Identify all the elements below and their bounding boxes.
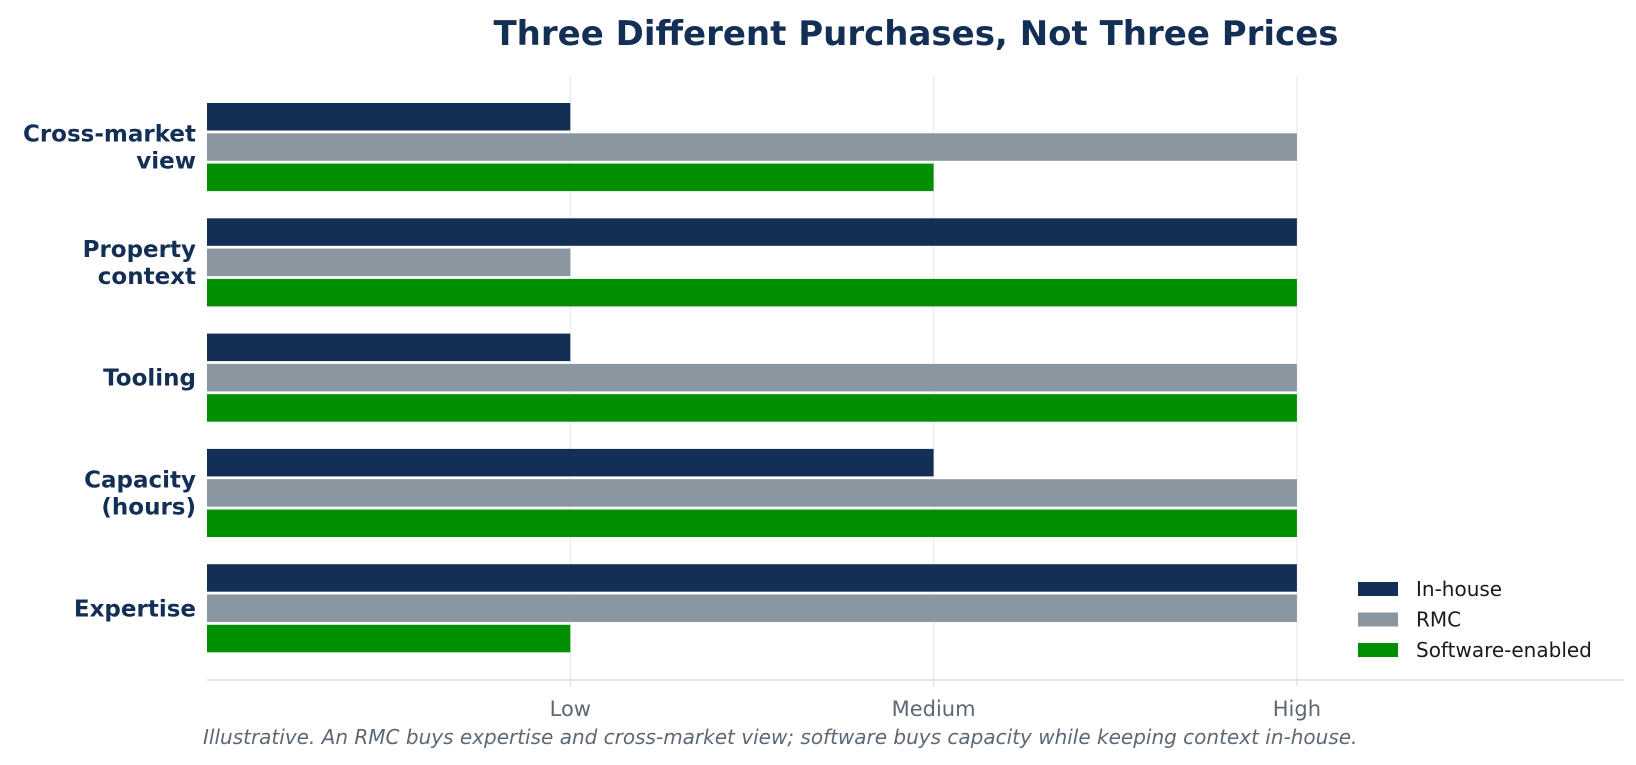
- bar-rmc: [207, 248, 571, 277]
- legend: In-house RMC Software-enabled: [1358, 577, 1592, 662]
- y-axis-labels: Cross-market view Property context Tooling Ca…: [23, 122, 196, 623]
- y-category-label: Cross-market view: [23, 122, 196, 175]
- bar-in-house: [207, 333, 571, 362]
- x-tick-label: High: [1273, 697, 1321, 721]
- bar-in-house: [207, 564, 1297, 592]
- bar-rmc: [207, 363, 1297, 392]
- chart-caption: Illustrative. An RMC buys expertise and …: [203, 725, 1357, 749]
- bar-in-house: [207, 103, 571, 131]
- bar-in-house: [207, 448, 934, 477]
- bar-software-enabled: [207, 278, 1297, 307]
- legend-swatch: [1358, 582, 1398, 596]
- legend-label: In-house: [1416, 577, 1502, 601]
- x-axis-ticks: Low Medium High: [550, 680, 1321, 721]
- chart-title: Three Different Purchases, Not Three Pri…: [493, 14, 1338, 54]
- bar-software-enabled: [207, 394, 1297, 422]
- y-category-label: Expertise: [74, 596, 196, 622]
- x-tick-label: Low: [550, 697, 591, 721]
- legend-swatch: [1358, 612, 1398, 627]
- y-category-label: Tooling: [103, 366, 196, 392]
- bar-software-enabled: [207, 624, 571, 653]
- bar-software-enabled: [207, 163, 934, 192]
- y-category-label: Capacity (hours): [84, 467, 196, 520]
- legend-label: RMC: [1416, 608, 1461, 632]
- bar-rmc: [207, 479, 1297, 507]
- bar-in-house: [207, 218, 1297, 246]
- bars: [207, 103, 1297, 653]
- legend-label: Software-enabled: [1416, 638, 1592, 662]
- bar-rmc: [207, 133, 1297, 161]
- x-tick-label: Medium: [892, 697, 976, 721]
- bar-rmc: [207, 594, 1297, 622]
- bar-software-enabled: [207, 509, 1297, 537]
- y-category-label: Property context: [83, 237, 196, 290]
- legend-swatch: [1358, 643, 1398, 657]
